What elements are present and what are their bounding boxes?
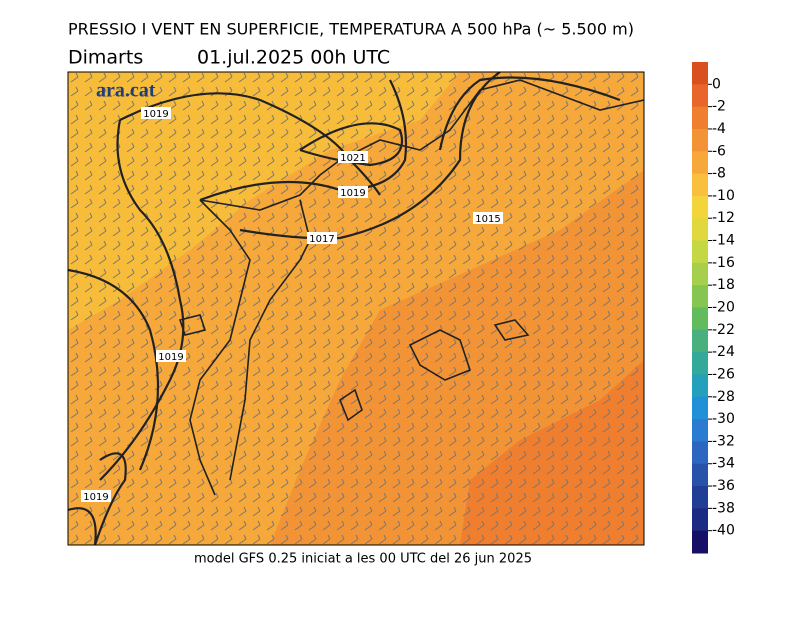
legend-swatch [692,285,708,308]
legend-label: -34 [712,456,735,472]
legend-swatch [692,396,708,420]
legend-label: -30 [712,411,735,427]
isobar-label: 1017 [309,234,334,245]
map-day: Dimarts [68,47,143,69]
isobar-label: 1019 [143,109,168,120]
isobar-label-box [81,490,111,502]
legend-swatch [692,463,708,487]
legend-swatch [692,441,708,465]
legend-label: -6 [712,143,726,159]
legend-swatch [692,419,708,442]
legend-swatch [692,352,708,375]
color-legend: 0 -2 -4 -6 -8 -10 -12 -14 -16 -18 -20 -22 -24 -26 -28 -… [692,62,735,554]
legend-swatch [692,173,708,197]
legend-label: -12 [712,210,735,226]
map-title: PRESSIO I VENT EN SUPERFICIE, TEMPERATUR… [68,20,634,39]
isobar-label-box [307,232,337,244]
isobar-label: 1021 [340,153,365,164]
legend-swatch [692,218,708,242]
legend-swatch [692,530,708,554]
legend-label: -2 [712,99,726,115]
isobar-label: 1015 [475,214,500,225]
legend-swatch [692,262,708,286]
legend-swatch [692,374,708,398]
legend-label: -36 [712,478,735,494]
legend-swatch [692,195,708,219]
legend-label: 0 [712,76,721,92]
legend-label: -20 [712,300,735,316]
legend-swatch [692,307,708,331]
legend-label: -40 [712,523,735,539]
isobar-label-box [141,107,171,119]
map-frame [67,71,645,546]
logo: ara.cat [96,80,156,102]
isobar-labels: 1019 1021 1019 1017 1015 1019 1019 [81,107,503,503]
isobar-label: 1019 [158,352,183,363]
legend-swatch [692,329,708,353]
legend-label: -24 [712,344,735,360]
map: 1019 1021 1019 1017 1015 1019 1019 [68,72,644,545]
legend-label: -22 [712,322,735,338]
isobar-label-box [338,186,368,198]
legend-swatch [692,240,708,264]
legend-swatch [692,486,708,509]
legend-label: -28 [712,389,735,405]
legend-label: -4 [712,121,726,137]
isobar-label-box [338,151,368,163]
isobars [68,72,621,545]
legend-label: -10 [712,188,735,204]
legend-label: -26 [712,366,735,382]
legend-label: -38 [712,500,735,516]
legend-label: -32 [712,433,735,449]
legend-label: -14 [712,233,735,249]
legend-swatch [692,128,708,152]
wind-barbs [68,72,644,545]
legend-label: -16 [712,255,735,271]
legend-label: -18 [712,277,735,293]
isobar-label: 1019 [83,492,108,503]
isobar-label: 1019 [340,188,365,199]
isobar-label-box [156,350,186,362]
map-date: 01.jul.2025 00h UTC [197,47,390,69]
legend-swatch [692,508,708,532]
footer-note: model GFS 0.25 iniciat a les 00 UTC del … [194,552,532,567]
isobar-label-box [473,212,503,224]
legend-swatch [692,151,708,175]
legend-swatch [692,62,708,85]
legend-label: -8 [712,166,726,182]
legend-swatch [692,106,708,130]
legend-swatch [692,84,708,108]
